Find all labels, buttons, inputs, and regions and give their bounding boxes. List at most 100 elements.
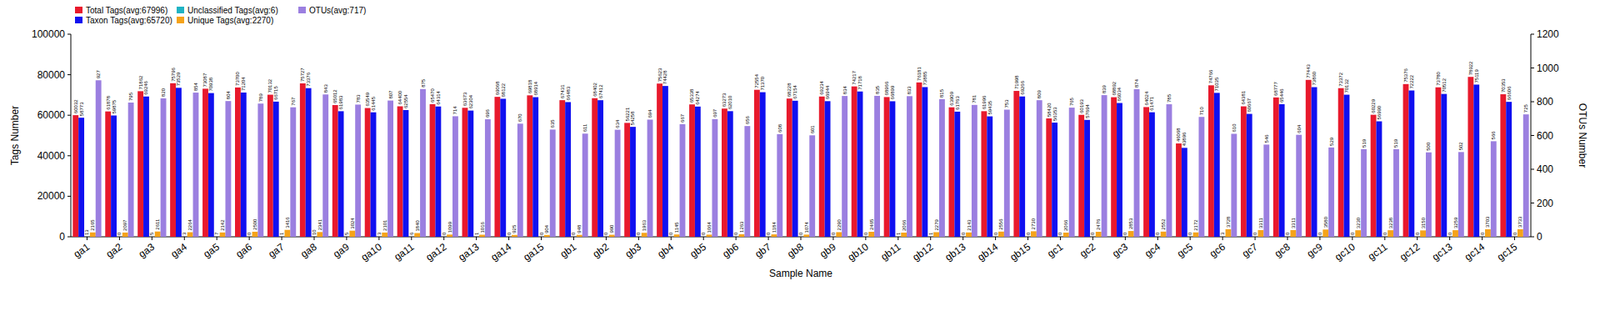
x-axis-label: Sample Name — [769, 267, 833, 280]
data-label: 785 — [1166, 93, 1172, 103]
x-tick — [865, 236, 866, 240]
data-label: 68777 — [1273, 81, 1279, 96]
data-label: 2066 — [901, 219, 907, 231]
data-label: 75119 — [1474, 69, 1480, 84]
bar — [1381, 236, 1388, 238]
bar — [1166, 104, 1173, 237]
data-label: 767 — [290, 96, 296, 106]
data-label: 61996 — [981, 95, 987, 110]
bar — [1328, 147, 1335, 237]
x-tick — [314, 236, 315, 240]
data-label: 64381 — [1240, 90, 1246, 105]
bar — [511, 235, 518, 237]
data-label: 783 — [355, 94, 361, 104]
bar — [440, 236, 447, 238]
y-tick-label: 40000 — [37, 150, 66, 162]
bar — [1490, 140, 1497, 237]
data-label: 0 — [539, 231, 545, 235]
data-label: 2611 — [155, 218, 160, 230]
data-label: 59875 — [111, 99, 117, 114]
data-label: 65446 — [1279, 88, 1285, 103]
bar — [143, 96, 150, 237]
bar — [841, 95, 848, 237]
x-tick-label: gb2 — [590, 240, 612, 260]
data-label: 74217 — [851, 70, 857, 85]
data-label: 0 — [1415, 231, 1420, 235]
data-label: 58420 — [1046, 102, 1052, 117]
x-tick — [995, 236, 996, 240]
data-label: 73860 — [1311, 70, 1317, 85]
data-label: 0 — [506, 231, 512, 235]
y2-tick-label: 1000 — [1536, 62, 1560, 75]
bar — [786, 98, 793, 237]
bar — [900, 232, 907, 237]
data-label: 64400 — [397, 90, 403, 105]
data-label: 635 — [550, 119, 555, 129]
x-tick-label: ga10 — [359, 240, 385, 264]
data-label: 3416 — [285, 216, 290, 229]
data-label: 60193 — [1079, 98, 1085, 113]
bar — [1134, 89, 1140, 237]
y-tick — [67, 155, 71, 156]
bar — [1122, 236, 1129, 238]
bar — [1263, 144, 1270, 237]
data-label: 1016 — [480, 221, 485, 234]
bar — [641, 232, 648, 237]
x-tick-label: gc9 — [1305, 240, 1325, 260]
bar — [1322, 229, 1329, 237]
data-label: 71862 — [138, 75, 144, 90]
data-label: 0 — [863, 231, 869, 235]
x-tick-label: ga2 — [104, 240, 125, 260]
bar — [311, 235, 318, 237]
data-label: 0 — [246, 231, 252, 235]
bar — [430, 104, 436, 237]
data-label: 0 — [1122, 231, 1128, 235]
data-label: 696 — [485, 108, 490, 118]
data-label: 65338 — [689, 88, 695, 103]
data-label: 3 — [181, 231, 187, 235]
x-tick — [768, 236, 770, 240]
bar — [960, 236, 966, 238]
bar — [284, 230, 290, 237]
data-label: 0 — [993, 231, 999, 235]
bar — [1013, 90, 1020, 237]
data-label: 46068 — [1175, 127, 1181, 142]
data-label: 72222 — [1409, 74, 1415, 89]
bar — [1116, 103, 1123, 237]
bar — [1500, 94, 1506, 237]
bar — [862, 236, 869, 238]
data-label: 0 — [830, 231, 836, 235]
data-label: 0 — [1382, 231, 1388, 235]
data-label: 5 — [149, 231, 155, 235]
bar — [1414, 236, 1420, 238]
data-label: 835 — [875, 85, 880, 95]
x-tick — [151, 236, 153, 240]
bar — [235, 87, 241, 237]
data-label: 566 — [1490, 130, 1496, 140]
y-tick — [67, 74, 71, 75]
bar — [1360, 149, 1367, 237]
x-tick — [86, 236, 88, 240]
x-tick — [638, 236, 640, 240]
data-label: 3703 — [1485, 215, 1490, 228]
x-tick — [930, 236, 931, 240]
bar — [1198, 116, 1205, 237]
bar — [739, 234, 745, 237]
data-label: 1064 — [706, 220, 712, 233]
bar — [1349, 236, 1355, 238]
bar — [1155, 236, 1161, 238]
bar — [835, 231, 842, 237]
data-label: 67412 — [598, 84, 604, 99]
x-tick — [1190, 236, 1191, 240]
bar — [630, 126, 636, 237]
y-axis-label: Tags Number — [9, 105, 21, 165]
bar — [332, 105, 339, 237]
bar — [939, 99, 945, 237]
bar — [582, 133, 589, 237]
x-tick-label: gc14 — [1462, 240, 1488, 264]
x-tick-label: gb1 — [558, 240, 580, 260]
bar — [240, 92, 247, 237]
data-label: 948 — [576, 224, 582, 234]
data-label: 1 — [895, 231, 901, 235]
bar — [1051, 122, 1058, 237]
